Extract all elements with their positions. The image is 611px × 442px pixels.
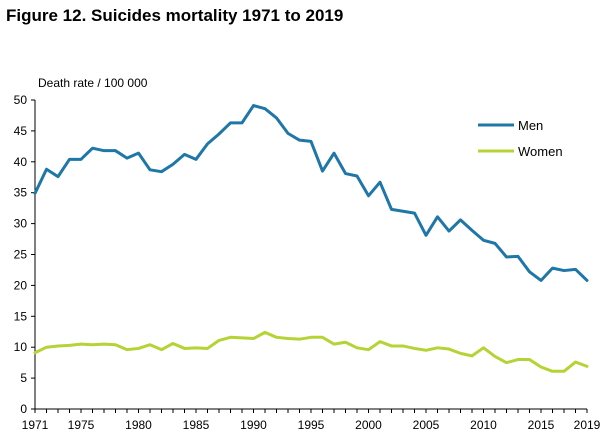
x-tick-label: 2000 [355, 418, 382, 432]
series-line-men [33, 104, 589, 282]
y-tick-label: 30 [14, 217, 28, 231]
x-tick-label: 1971 [22, 418, 49, 432]
y-tick-label: 10 [14, 340, 28, 354]
x-tick-label: 1985 [183, 418, 210, 432]
y-tick-label: 0 [20, 402, 27, 416]
x-axis: 1971 1975 1980 1985 1990 1995 2000 2005 2010 2015… [22, 408, 601, 432]
series-lines [33, 104, 589, 373]
y-tick-label: 5 [20, 371, 27, 385]
y-tick-label: 25 [14, 248, 28, 262]
legend: Men Women [478, 118, 563, 159]
legend-label-men: Men [518, 118, 543, 133]
x-tick-label: 2005 [413, 418, 440, 432]
y-tick-label: 45 [14, 124, 28, 138]
x-tick-label: 2019 [574, 418, 601, 432]
x-tick-label: 2015 [528, 418, 555, 432]
x-tick-label: 1980 [125, 418, 152, 432]
y-tick-label: 40 [14, 155, 28, 169]
y-tick-label: 50 [14, 93, 28, 107]
y-tick-label: 35 [14, 186, 28, 200]
x-tick-label: 2010 [470, 418, 497, 432]
legend-label-women: Women [518, 144, 563, 159]
y-tick-label: 20 [14, 278, 28, 292]
y-axis: 0 5 10 15 20 25 30 35 40 45 50 [14, 93, 36, 416]
x-tick-label: 1975 [68, 418, 95, 432]
series-line-women [33, 330, 589, 373]
y-tick-label: 15 [14, 309, 28, 323]
chart-title: Figure 12. Suicides mortality 1971 to 20… [6, 6, 344, 25]
x-tick-label: 1990 [240, 418, 267, 432]
y-axis-title: Death rate / 100 000 [38, 76, 148, 90]
x-tick-label: 1995 [298, 418, 325, 432]
